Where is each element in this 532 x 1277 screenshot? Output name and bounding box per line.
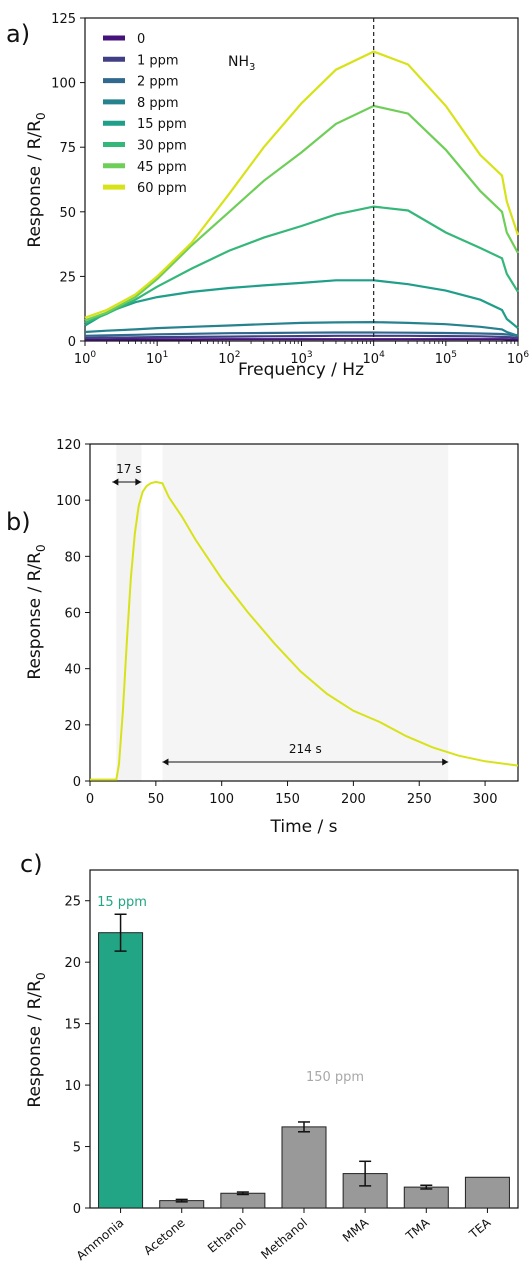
y-tick-label: 20 [64, 719, 81, 734]
x-tick-label: Ammonia [74, 1216, 127, 1264]
panel-b-y-axis-label: Response / R/R0 [25, 544, 48, 679]
panel-b-recovery-time-arrow [162, 758, 449, 766]
panel-a-x-ticks: 100 101 102 103 104 105 106 [74, 341, 530, 367]
x-tick-label: Acetone [141, 1216, 188, 1258]
x-tick-label: 50 [148, 792, 165, 807]
y-tick-label: 0 [73, 1202, 81, 1217]
y-tick-label: 15 [64, 1018, 81, 1033]
bar-tea [464, 1176, 510, 1209]
series-line-8 [84, 50, 520, 319]
y-tick-label: 80 [64, 550, 81, 565]
panel-c-ammonia-concentration-label: 15 ppm [97, 895, 147, 910]
x-tick-label: 104 [363, 350, 386, 367]
panel-c-x-tick-labels: Ammonia Acetone Ethanol Methanol MMA TMA TEA [74, 1208, 494, 1263]
y-tick-label: 120 [56, 438, 81, 453]
legend-label: 45 ppm [137, 160, 187, 175]
panel-a-y-ticks: 0 25 50 75 100 125 [51, 12, 85, 350]
y-tick-label: 5 [73, 1141, 81, 1156]
panel-b-x-axis-label: Time / s [270, 817, 338, 837]
bar-ammonia [98, 932, 144, 1209]
x-tick-label: Methanol [258, 1216, 310, 1263]
panel-a: a) 0 25 50 75 100 125 100 101 102 103 104 105 106 0… [6, 12, 529, 380]
panel-b: b) 0 20 40 60 80 100 120 0 50 100 150 200 250 300 17… [6, 438, 519, 837]
x-tick-label: 100 [74, 350, 97, 367]
legend-label: 60 ppm [137, 181, 187, 196]
x-tick-label: 100 [209, 792, 234, 807]
x-tick-label: 300 [473, 792, 498, 807]
panel-c-label: c) [20, 850, 43, 878]
y-tick-label: 25 [59, 270, 76, 285]
arrow-head-left [162, 758, 169, 766]
x-tick-label: 105 [435, 350, 457, 367]
panel-c: c) 0 5 10 15 20 25 Ammonia Acetone Ethanol Metha… [20, 850, 519, 1263]
legend-label: 30 ppm [137, 139, 187, 154]
panel-b-response-time-label: 17 s [116, 462, 141, 476]
panel-b-response-time-arrow [112, 478, 142, 486]
panel-b-y-ticks: 0 20 40 60 80 100 120 [56, 438, 90, 790]
panel-b-recovery-time-region [162, 444, 449, 781]
legend-label: 15 ppm [137, 117, 187, 132]
series-line-4 [84, 320, 519, 337]
panel-a-label: a) [6, 20, 30, 48]
panel-a-gas-label: NH3 [228, 54, 255, 73]
x-tick-label: 106 [507, 350, 530, 367]
panel-c-y-ticks: 0 5 10 15 20 25 [64, 895, 90, 1217]
bar-methanol [281, 1126, 327, 1209]
series-line-6 [84, 205, 519, 324]
legend-label: 2 ppm [137, 75, 179, 90]
legend-label: 0 [137, 32, 145, 47]
x-tick-label: 101 [146, 350, 168, 367]
x-tick-label: 102 [218, 350, 240, 367]
y-tick-label: 125 [51, 12, 76, 27]
panel-a-series-lines [84, 50, 520, 341]
panel-c-other-gases-concentration-label: 150 ppm [306, 1070, 364, 1085]
panel-c-y-axis-label: Response / R/R0 [25, 972, 48, 1107]
arrow-head-right [442, 758, 449, 766]
x-tick-label: Ethanol [205, 1216, 249, 1256]
x-tick-label: 250 [407, 792, 432, 807]
panel-b-label: b) [6, 508, 31, 536]
legend-label: 1 ppm [137, 53, 179, 68]
series-line-5 [84, 279, 519, 329]
y-tick-label: 100 [56, 494, 81, 509]
x-tick-label: 200 [341, 792, 366, 807]
panel-b-response-curve [90, 480, 519, 781]
y-tick-label: 40 [64, 663, 81, 678]
x-tick-label: MMA [340, 1215, 372, 1245]
y-tick-label: 20 [64, 956, 81, 971]
x-tick-label: 0 [86, 792, 94, 807]
bar-ethanol [220, 1192, 266, 1209]
y-tick-label: 60 [64, 607, 81, 622]
series-line-1 [85, 338, 519, 341]
y-tick-label: 10 [64, 1079, 81, 1094]
y-tick-label: 25 [64, 895, 81, 910]
panel-c-bars [98, 932, 510, 1209]
legend-label: 8 ppm [137, 96, 179, 111]
panel-b-x-ticks: 0 50 100 150 200 250 300 [86, 781, 498, 807]
x-tick-label: TMA [403, 1215, 433, 1244]
panel-a-legend: 0 1 ppm 2 ppm 8 ppm 15 ppm 30 ppm 45 ppm 60 ppm [103, 32, 187, 196]
y-tick-label: 0 [73, 775, 81, 790]
y-tick-label: 50 [59, 206, 76, 221]
panel-c-error-bars [114, 913, 433, 1203]
panel-b-recovery-time-label: 214 s [289, 742, 322, 756]
x-tick-label: 150 [275, 792, 300, 807]
bar-tma [403, 1186, 449, 1209]
x-tick-label: TEA [466, 1215, 494, 1242]
x-tick-label: 103 [290, 350, 312, 367]
y-tick-label: 100 [51, 77, 76, 92]
panel-a-x-axis-label: Frequency / Hz [238, 360, 364, 380]
series-line-3 [84, 331, 519, 337]
arrow-head-left [112, 478, 119, 486]
arrow-head-right [135, 478, 142, 486]
panel-a-y-axis-label: Response / R/R0 [25, 112, 48, 247]
y-tick-label: 0 [68, 335, 76, 350]
series-line-2 [84, 334, 519, 339]
y-tick-label: 75 [59, 141, 76, 156]
series-line-7 [84, 104, 519, 322]
